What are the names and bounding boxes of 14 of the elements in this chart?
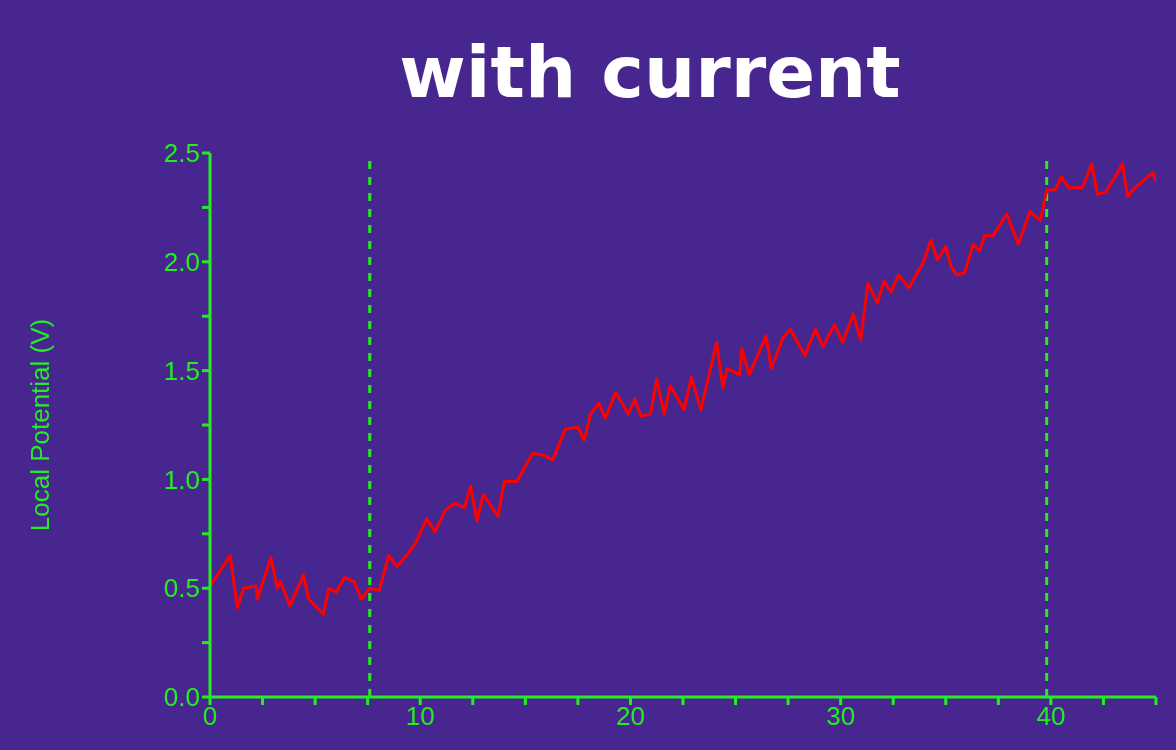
x-tick-label: 0 xyxy=(202,701,218,732)
y-tick-label: 0.0 xyxy=(163,682,200,713)
x-tick-label: 10 xyxy=(405,701,435,732)
x-tick-label: 40 xyxy=(1036,701,1066,732)
x-tick-label: 30 xyxy=(826,701,856,732)
y-tick-label: 1.5 xyxy=(163,355,200,386)
y-tick-label: 2.0 xyxy=(163,247,200,278)
y-tick-label: 1.0 xyxy=(163,464,200,495)
y-tick-label: 0.5 xyxy=(163,573,200,604)
y-tick-label: 2.5 xyxy=(163,138,200,169)
x-tick-label: 20 xyxy=(615,701,645,732)
y-axis-title: Local Potential (V) xyxy=(25,318,56,532)
chart-title: with current xyxy=(398,30,902,114)
line-series xyxy=(210,162,1156,616)
